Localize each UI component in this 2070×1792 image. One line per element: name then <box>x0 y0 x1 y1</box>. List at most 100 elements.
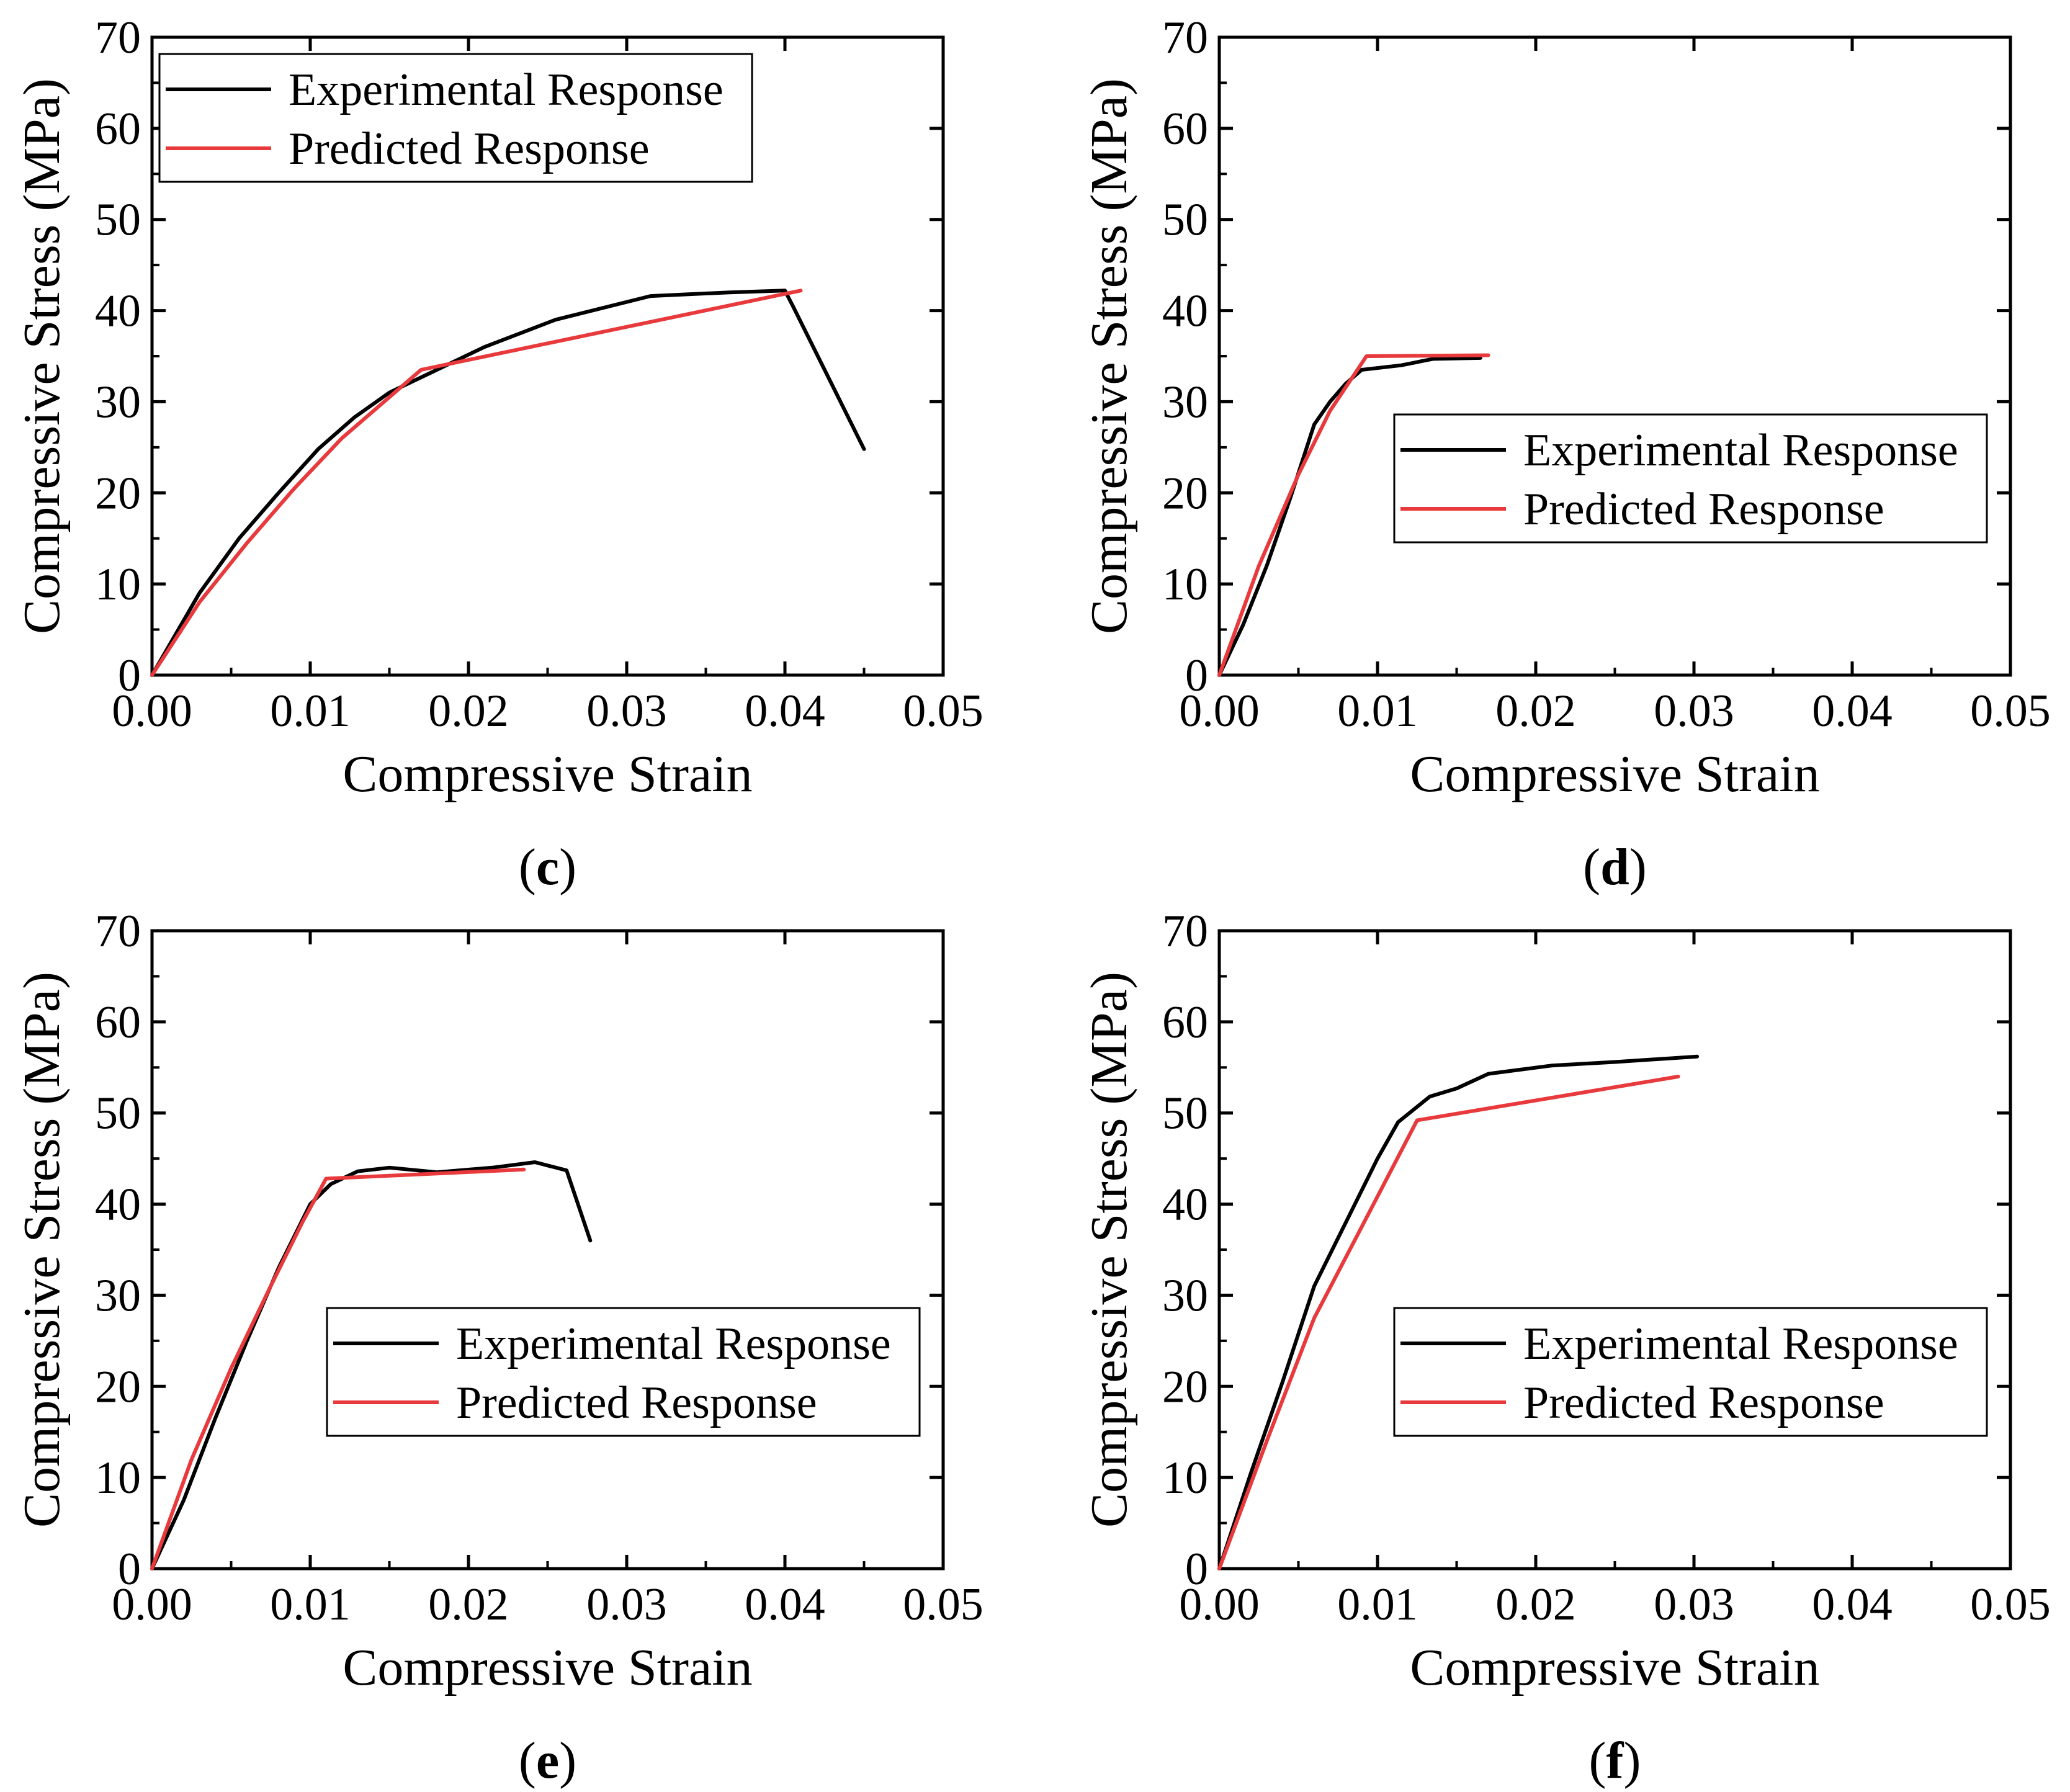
y-tick-label: 10 <box>95 559 141 610</box>
x-tick-label: 0.00 <box>1179 686 1260 737</box>
legend-box <box>1393 413 1988 544</box>
panel-label: (f) <box>1589 1732 1641 1790</box>
x-tick-label: 0.02 <box>428 686 509 737</box>
legend-label: Experimental Response <box>289 65 724 115</box>
y-tick-label: 60 <box>95 997 141 1048</box>
y-tick-label: 60 <box>95 104 141 155</box>
chart-panel-f: 0.00 0.01 0.02 0.03 0.04 0.05 0 10 20 30 40 50 60 70 C… <box>1080 906 2051 1790</box>
y-tick-label: 70 <box>95 906 141 957</box>
x-tick-label: 0.02 <box>1495 1579 1576 1630</box>
y-tick-label: 60 <box>1162 997 1208 1048</box>
y-tick-label: 30 <box>1162 1270 1208 1321</box>
legend-box <box>326 1307 921 1437</box>
y-axis-title: Compressive Stress (MPa) <box>13 78 71 634</box>
legend-label: Experimental Response <box>1523 425 1958 476</box>
panel-label-letter: e <box>536 1732 559 1790</box>
chart-panel-e: 0.00 0.01 0.02 0.03 0.04 0.05 0 10 20 30 40 50 60 70 C… <box>13 906 983 1790</box>
x-tick-label: 0.03 <box>1654 1579 1734 1630</box>
x-tick-label: 0.04 <box>745 1579 825 1630</box>
x-tick-label: 0.05 <box>903 1579 983 1630</box>
x-tick-label: 0.00 <box>112 1579 192 1630</box>
legend: Experimental Response Predicted Response <box>326 1307 921 1437</box>
x-tick-label: 0.04 <box>1812 1579 1893 1630</box>
y-tick-label: 20 <box>95 468 141 519</box>
panel-label-letter: f <box>1606 1732 1624 1790</box>
y-tick-label: 50 <box>1162 1088 1208 1139</box>
x-axis-title: Compressive Strain <box>343 745 752 803</box>
panel-label: (d) <box>1583 838 1647 896</box>
legend-label: Predicted Response <box>456 1378 817 1428</box>
x-tick-label: 0.00 <box>1179 1579 1260 1630</box>
x-tick-label: 0.02 <box>1495 686 1576 737</box>
legend-label: Predicted Response <box>289 123 650 174</box>
plot-frame <box>1217 929 2012 1570</box>
x-axis-title: Compressive Strain <box>1410 745 1819 803</box>
y-tick-label: 60 <box>1162 104 1208 155</box>
series-line-experimental <box>1217 1054 1700 1570</box>
plot-frame <box>150 929 945 1570</box>
x-tick-label: 0.04 <box>745 686 825 737</box>
x-tick-label: 0.05 <box>1970 686 2051 737</box>
series-line-predicted <box>150 1167 526 1570</box>
y-tick-label: 50 <box>95 1088 141 1139</box>
x-axis-title: Compressive Strain <box>343 1639 752 1696</box>
panel-label: (e) <box>519 1732 576 1790</box>
y-tick-label: 40 <box>95 286 141 337</box>
y-tick-label: 20 <box>1162 1361 1208 1412</box>
x-tick-label: 0.01 <box>270 1579 351 1630</box>
x-tick-label: 0.01 <box>1337 686 1418 737</box>
y-tick-label: 20 <box>1162 468 1208 519</box>
chart-panel-d: 0.00 0.01 0.02 0.03 0.04 0.05 0 10 20 30 40 50 60 70 C… <box>1080 12 2051 896</box>
series-line-predicted <box>150 289 803 677</box>
y-tick-label: 50 <box>1162 195 1208 246</box>
panel-label-letter: d <box>1600 838 1629 896</box>
y-tick-label: 30 <box>95 377 141 428</box>
y-tick-label: 0 <box>1185 1544 1208 1595</box>
y-tick-label: 40 <box>95 1180 141 1230</box>
y-axis-title: Compressive Stress (MPa) <box>1080 78 1138 634</box>
x-tick-label: 0.04 <box>1812 686 1893 737</box>
y-tick-label: 0 <box>1185 650 1208 701</box>
x-tick-label: 0.01 <box>1337 1579 1418 1630</box>
legend: Experimental Response Predicted Response <box>1393 413 1988 544</box>
y-tick-label: 10 <box>95 1453 141 1503</box>
x-tick-label: 0.03 <box>586 686 667 737</box>
legend: Experimental Response Predicted Response <box>158 53 753 183</box>
y-tick-label: 70 <box>1162 906 1208 957</box>
y-tick-label: 70 <box>1162 12 1208 63</box>
chart-panel-c: 0.00 0.01 0.02 0.03 0.04 0.05 0 10 20 30 40 50 60 70 C… <box>13 12 983 896</box>
y-axis-title: Compressive Stress (MPa) <box>13 972 71 1528</box>
legend-label: Experimental Response <box>1523 1319 1958 1369</box>
y-tick-label: 30 <box>1162 377 1208 428</box>
x-tick-label: 0.05 <box>1970 1579 2051 1630</box>
x-tick-label: 0.01 <box>270 686 351 737</box>
legend-label: Experimental Response <box>456 1319 891 1369</box>
x-tick-label: 0.05 <box>903 686 983 737</box>
x-tick-label: 0.03 <box>586 1579 667 1630</box>
y-tick-label: 50 <box>95 195 141 246</box>
legend: Experimental Response Predicted Response <box>1393 1307 1988 1437</box>
legend-box <box>1393 1307 1988 1437</box>
x-tick-label: 0.02 <box>428 1579 509 1630</box>
y-tick-label: 10 <box>1162 559 1208 610</box>
y-tick-label: 70 <box>95 12 141 63</box>
panel-label-letter: c <box>536 838 559 896</box>
x-axis-title: Compressive Strain <box>1410 1639 1819 1696</box>
series-line-predicted <box>1217 1075 1680 1570</box>
y-tick-label: 30 <box>95 1270 141 1321</box>
plot-frame <box>1217 35 2012 677</box>
y-tick-label: 10 <box>1162 1453 1208 1503</box>
y-tick-label: 40 <box>1162 1180 1208 1230</box>
y-tick-label: 0 <box>118 1544 141 1595</box>
x-tick-label: 0.00 <box>112 686 192 737</box>
legend-label: Predicted Response <box>1523 484 1884 535</box>
y-tick-label: 20 <box>95 1361 141 1412</box>
x-tick-label: 0.03 <box>1654 686 1734 737</box>
series-line-experimental <box>1217 356 1482 677</box>
panel-label: (c) <box>519 838 576 896</box>
legend-label: Predicted Response <box>1523 1378 1884 1428</box>
y-tick-label: 0 <box>118 650 141 701</box>
legend-box <box>158 53 753 183</box>
series-line-experimental <box>150 289 866 677</box>
